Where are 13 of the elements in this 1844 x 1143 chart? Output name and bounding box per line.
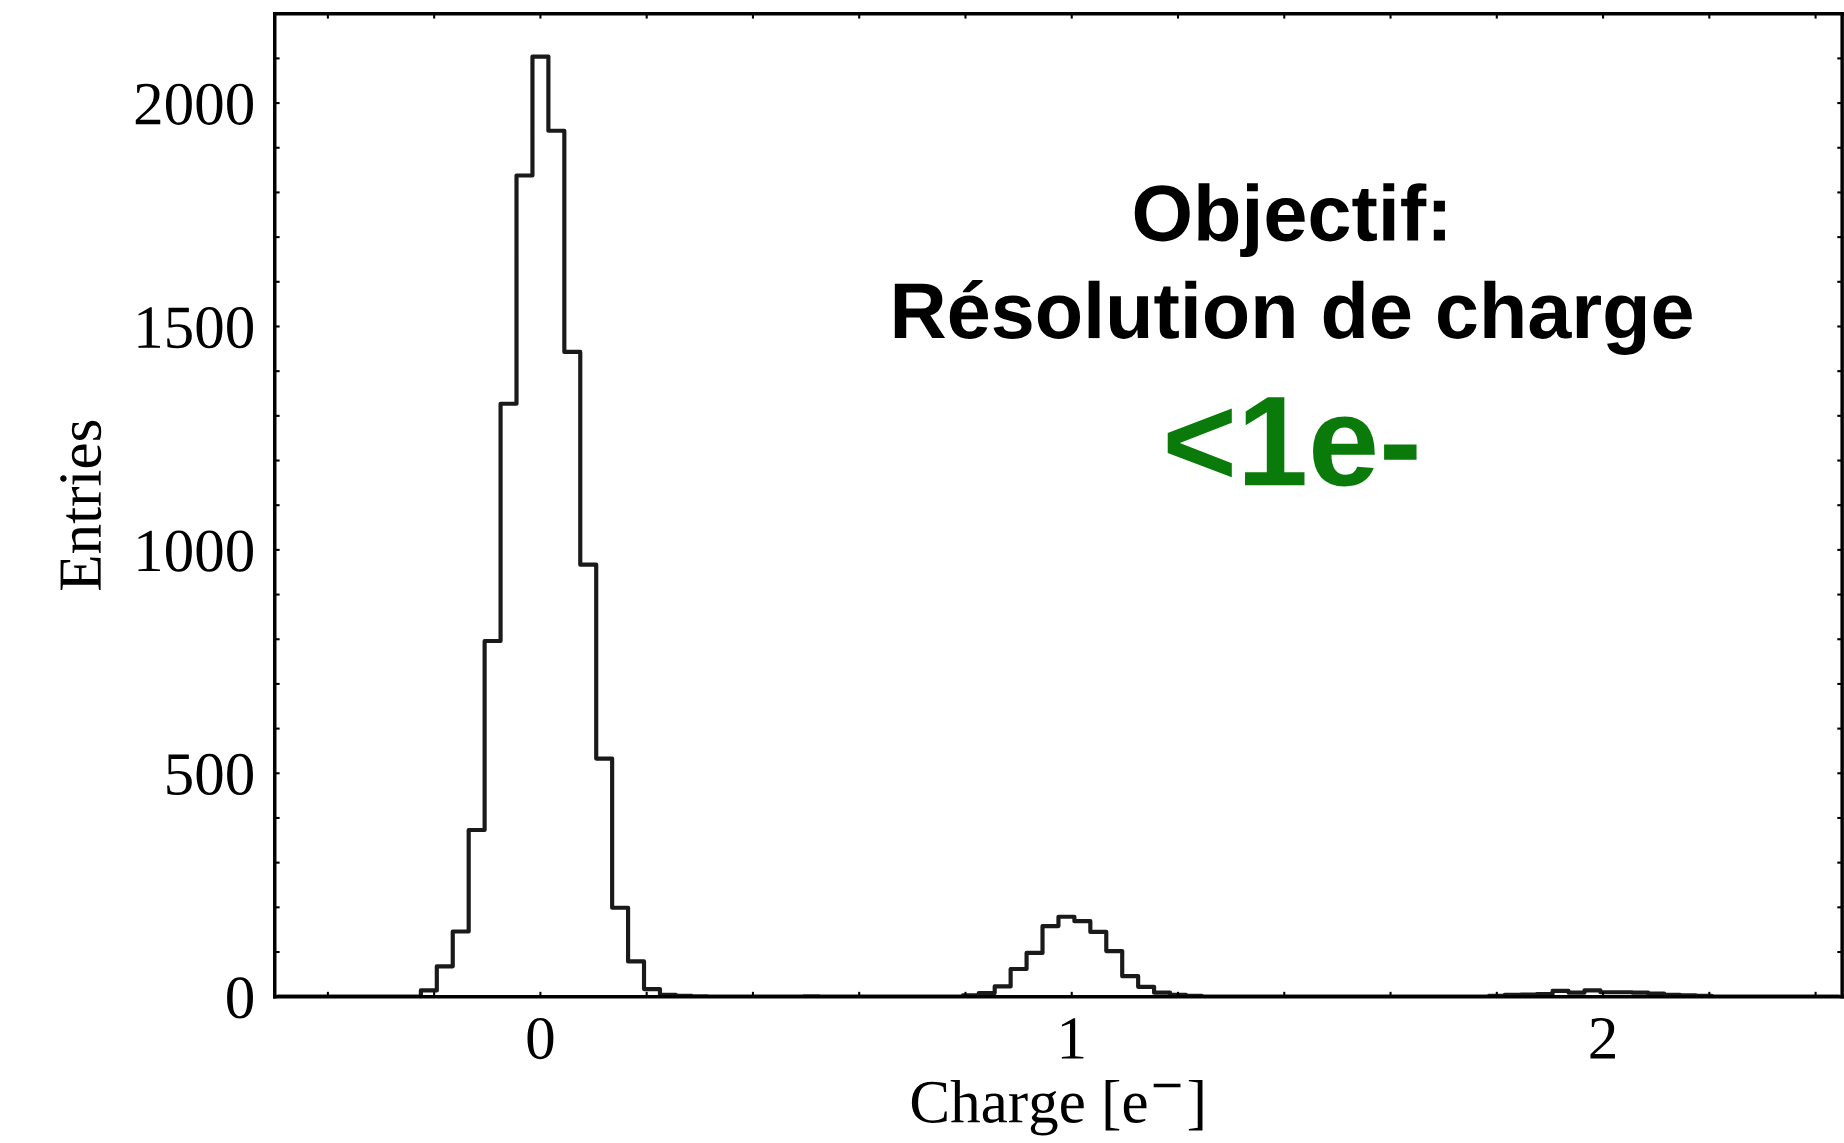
annotation: Objectif: [1134, 183, 1445, 258]
x-tick-label: 1 [1061, 1018, 1084, 1059]
x-tick-label: 2 [1590, 1018, 1615, 1059]
y-tick-label: 1000 [138, 530, 253, 572]
annotation: Résolution de charge [894, 280, 1692, 355]
annotation: <1e- [1167, 397, 1417, 487]
y-tick-label: 500 [167, 753, 253, 796]
y-tick-label: 0 [227, 977, 253, 1019]
x-tick-label: 0 [527, 1017, 554, 1060]
x-axis-title: Charge [e$^{−}$] [911, 1079, 1203, 1136]
y-tick-label: 1500 [138, 307, 253, 349]
y-tick-label: 2000 [135, 83, 253, 125]
y-axis-title: Entries [60, 420, 102, 590]
